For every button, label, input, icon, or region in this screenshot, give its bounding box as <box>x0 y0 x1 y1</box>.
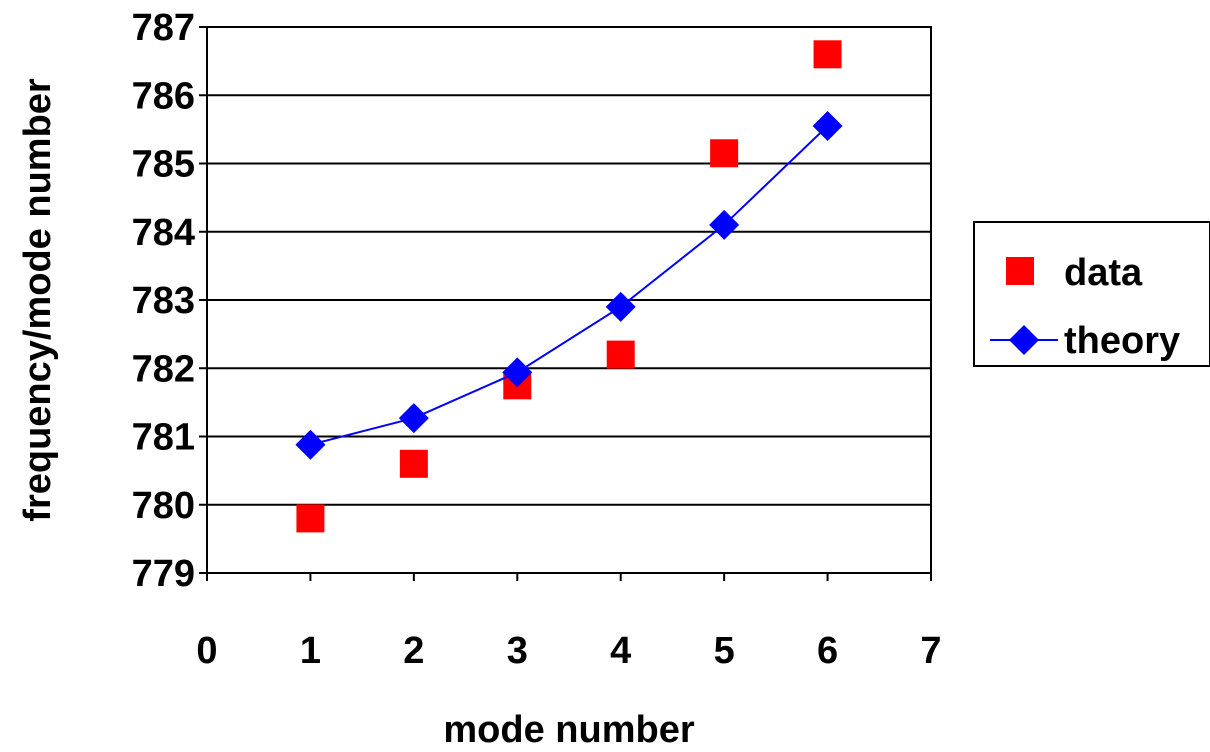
legend-theory-label: theory <box>1064 320 1180 362</box>
y-tick-label: 780 <box>132 485 195 527</box>
y-tick-label: 783 <box>132 280 195 322</box>
legend-data-marker <box>1006 257 1034 285</box>
x-axis-title: mode number <box>443 709 694 751</box>
x-tick-label: 0 <box>196 630 217 672</box>
x-tick-labels: 0 1 2 3 4 5 6 7 <box>196 630 941 672</box>
theory-series-line <box>310 125 829 446</box>
x-tick-label: 5 <box>714 630 735 672</box>
legend-theory-marker <box>1009 325 1039 355</box>
y-axis-title: frequency/mode number <box>17 78 59 522</box>
axes <box>199 26 932 581</box>
theory-point <box>709 209 740 240</box>
legend: data theory <box>973 221 1210 367</box>
legend-data-label: data <box>1064 252 1143 294</box>
theory-point <box>502 357 533 388</box>
y-tick-label: 784 <box>132 212 195 254</box>
x-tick-label: 3 <box>507 630 528 672</box>
y-tick-label: 781 <box>132 417 195 459</box>
theory-point <box>398 403 429 434</box>
y-tick-labels: 779 780 781 782 783 784 785 786 787 <box>132 7 195 595</box>
data-point <box>710 139 739 168</box>
series-layer <box>295 40 843 533</box>
x-tick-label: 1 <box>300 630 321 672</box>
grid-lines <box>207 94 931 506</box>
x-tick-label: 2 <box>403 630 424 672</box>
data-point <box>399 449 428 478</box>
data-point <box>296 504 325 533</box>
x-tick-label: 6 <box>817 630 838 672</box>
data-point <box>606 340 635 369</box>
y-tick-label: 782 <box>132 348 195 390</box>
data-point <box>813 40 842 69</box>
y-tick-label: 787 <box>132 7 195 49</box>
x-tick-label: 7 <box>920 630 941 672</box>
theory-point <box>812 110 843 141</box>
y-tick-label: 786 <box>132 75 195 117</box>
y-tick-label: 779 <box>132 553 195 595</box>
theory-point <box>295 429 326 460</box>
x-tick-label: 4 <box>610 630 631 672</box>
theory-point <box>605 291 636 322</box>
y-tick-label: 785 <box>132 144 195 186</box>
